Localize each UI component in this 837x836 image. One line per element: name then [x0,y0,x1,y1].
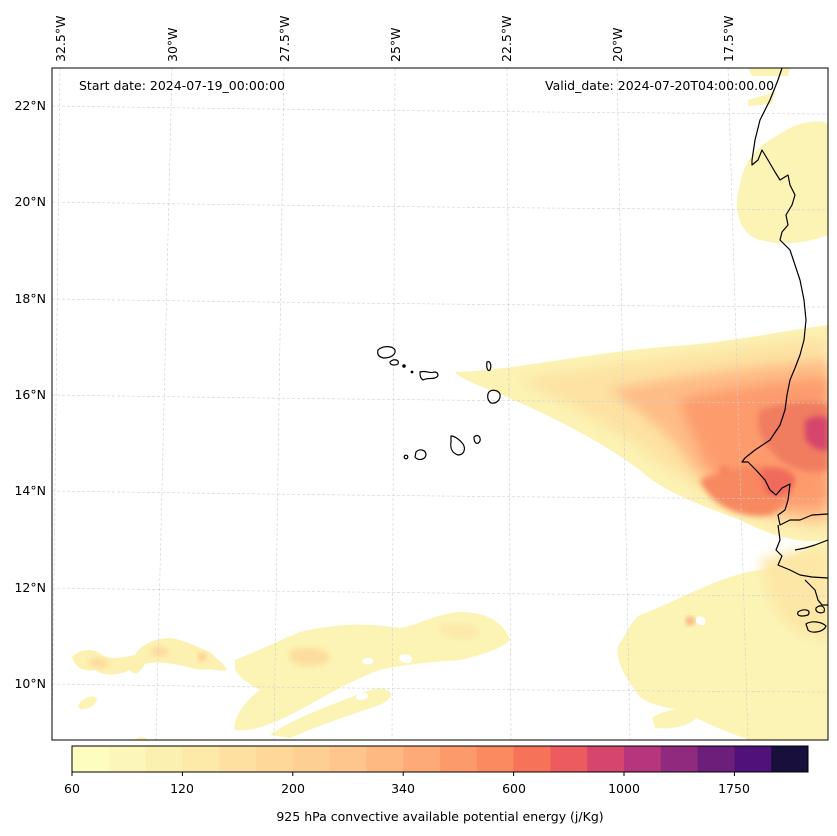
colorbar-bin [292,746,331,772]
gridline-lat-10n [52,683,828,693]
cape-area-guinea-offshore [617,540,828,740]
island-sao-vicente [389,359,399,366]
gridline-lat-12n [52,587,828,597]
gridline-lat-20n [52,201,828,211]
lat-label-22n: 22°N [14,98,46,113]
lon-label-25w: 25°W [388,27,403,62]
cape-field [72,68,828,740]
coastline-senegal-south [775,524,828,579]
map-panel[interactable] [52,68,828,740]
lon-label-20w: 20°W [610,27,625,62]
lat-label-14n: 14°N [14,483,46,498]
colorbar-tick-label: 60 [64,781,80,796]
start-date-annotation: Start date: 2024-07-19_00:00:00 [79,78,285,93]
lat-label-18n: 18°N [14,291,46,306]
cape-area-north-tip [748,68,790,76]
colorbar-bin [587,746,625,772]
lon-label-27-5w: 27.5°W [277,15,292,62]
island-boa-vista [487,389,501,404]
colorbar-tick-label: 340 [391,781,415,796]
cape-area-main-plume [455,325,828,542]
colorbar-bin [513,746,551,772]
coastline-guinea-bissau [794,539,828,551]
colorbar-bin [403,746,441,772]
graticule [52,68,828,740]
colorbar-bin [145,746,183,772]
island-maio [473,435,481,444]
gridline-lon-25w [391,68,396,740]
island-bijagos-1 [797,609,810,617]
colorbar-bin [476,746,515,772]
colorbar-tick-label: 1000 [608,781,640,796]
colorbar-tick-label: 120 [170,781,194,796]
colorbar [72,746,809,772]
cape-area-small-south [135,737,148,740]
valid-date-annotation: Valid_date: 2024-07-20T04:00:00.00 [545,78,775,93]
lon-label-17-5w: 17.5°W [721,15,736,62]
lat-label-12n: 12°N [14,580,46,595]
island-branco [410,370,414,374]
island-santo-antao [377,346,396,359]
island-bijagos-3 [805,621,827,633]
cape-area-southern-band [234,612,511,738]
lon-label-30w: 30°W [165,27,180,62]
gridline-lon-27-5w [273,68,285,740]
colorbar-bin [366,746,404,772]
gridline-lon-30w [155,68,173,740]
colorbar-tick-label: 1750 [718,781,750,796]
gridline-lat-22n [52,105,828,115]
lat-label-20n: 20°N [14,194,46,209]
cape-area-western-sahara [736,121,828,244]
gridline-lon-20w [616,68,631,740]
gridline-lat-14n [52,490,828,500]
gridline-lat-16n [52,394,828,404]
colorbar-bin [72,746,110,772]
lon-label-22-5w: 22.5°W [499,15,514,62]
map-frame [51,67,829,741]
colorbar-bin [624,746,662,772]
colorbar-bin [660,746,699,772]
gridline-lon-22-5w [506,68,512,740]
colorbar-bin [219,746,257,772]
coastline-africa-west [741,68,828,526]
colorbar-title: 925 hPa convective available potential e… [276,809,604,824]
colorbar-tick-label: 200 [281,781,305,796]
gridline-lon-32-5w [52,68,61,740]
colorbar-bin [329,746,367,772]
island-sal [486,360,492,372]
island-santa-luzia [402,364,406,368]
colorbar-bin [256,746,294,772]
island-brava [403,454,409,460]
island-bijagos-2 [815,605,825,614]
colorbar-bin [440,746,478,772]
colorbar-ticks [71,772,735,776]
coastline-guinea [804,579,828,606]
colorbar-bin [771,746,809,772]
lat-label-10n: 10°N [14,676,46,691]
coastlines [377,68,828,633]
colorbar-frame [71,745,809,773]
gridline-lat-18n [52,298,828,308]
colorbar-bin [108,746,147,772]
lat-label-16n: 16°N [14,387,46,402]
colorbar-bin [734,746,772,772]
island-santiago [450,435,465,456]
colorbar-bin [550,746,588,772]
island-sao-nicolau [419,370,439,381]
island-fogo [414,449,427,461]
gridline-lon-17-5w [727,68,749,740]
cape-area-southwestern-band [72,638,227,710]
colorbar-bin [182,746,220,772]
colorbar-bin [697,746,735,772]
colorbar-tick-label: 600 [502,781,526,796]
lon-label-32-5w: 32.5°W [53,15,68,62]
